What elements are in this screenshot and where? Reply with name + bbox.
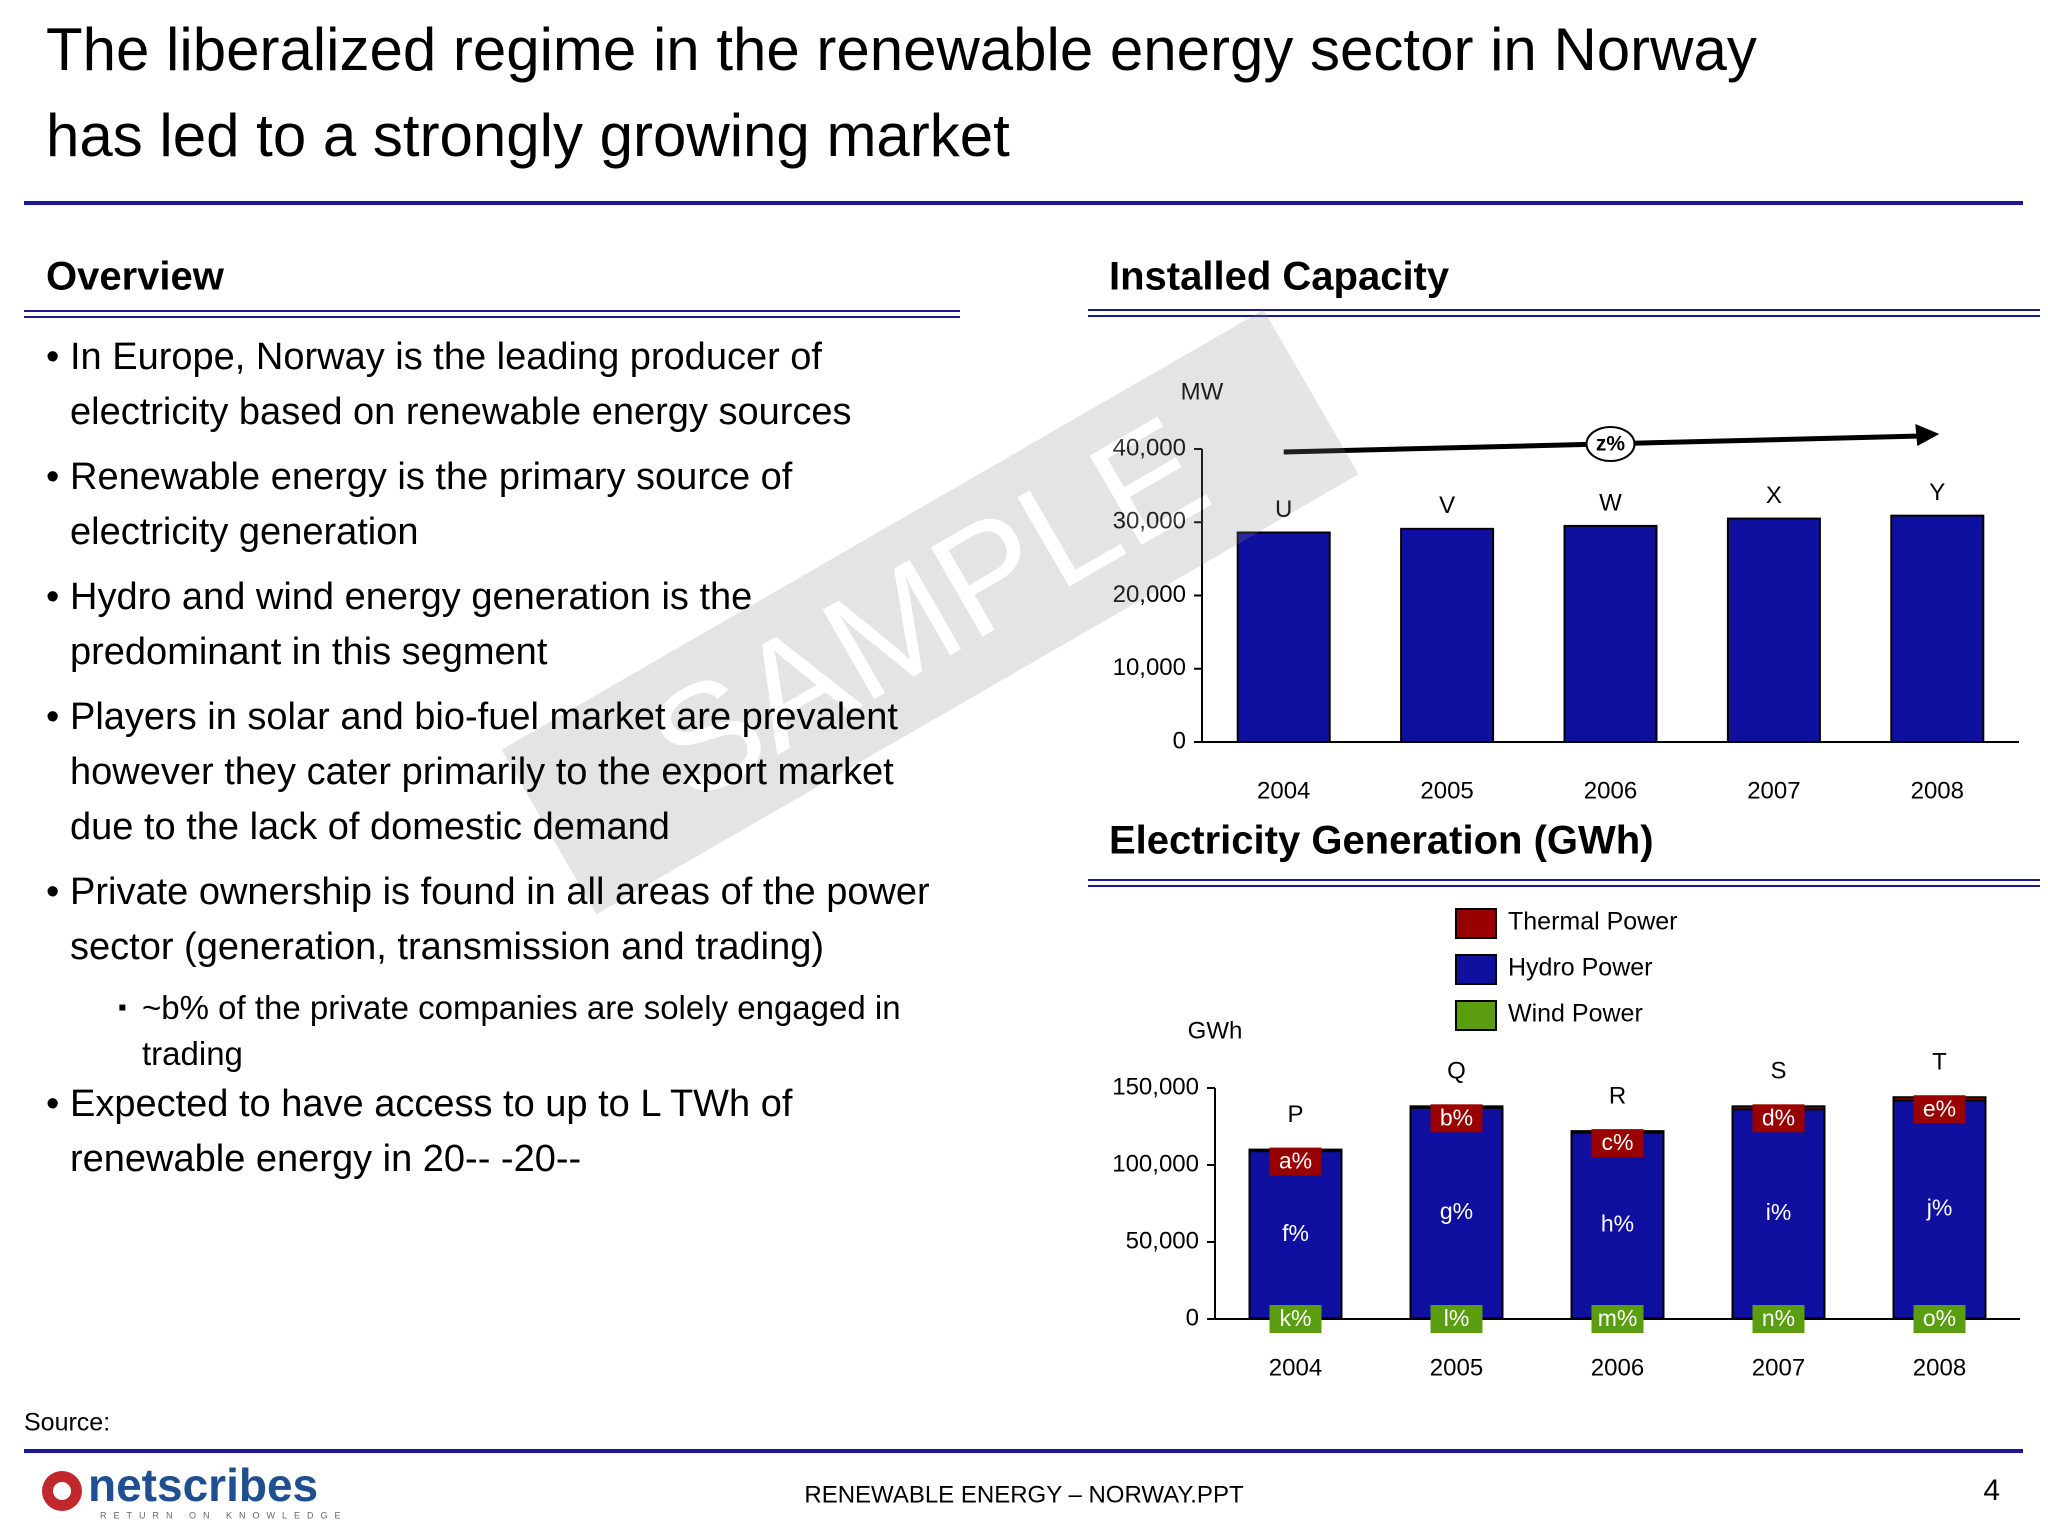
share-label: k% (1280, 1305, 1312, 1331)
share-label-box (1430, 1305, 1483, 1333)
bar-label: U (1275, 496, 1292, 523)
x-tick-label: 2008 (1913, 1354, 1966, 1381)
legend-swatch (1455, 954, 1497, 985)
y-tick-label: 20,000 (1113, 581, 1186, 608)
x-tick-label: 2004 (1257, 777, 1310, 804)
share-label: j% (1926, 1194, 1953, 1220)
y-axis-label: GWh (1188, 1017, 1243, 1044)
legend-label: Thermal Power (1508, 908, 1678, 936)
bullet: Players in solar and bio-fuel market are… (46, 690, 946, 855)
bar (1726, 517, 1821, 744)
bar-label: V (1439, 492, 1455, 519)
bullet: Hydro and wind energy generation is the … (46, 570, 946, 680)
y-tick-label: 50,000 (1126, 1227, 1199, 1254)
total-label: Q (1447, 1058, 1466, 1085)
chart-title: Electricity Generation (GWh) (1109, 819, 1654, 863)
bar (1890, 514, 1985, 743)
share-label-box (1430, 1104, 1483, 1133)
share-label: o% (1923, 1305, 1956, 1331)
bullet: Expected to have access to up to L TWh o… (46, 1077, 946, 1187)
legend-label: Hydro Power (1508, 954, 1653, 982)
legend-swatch (1455, 1000, 1497, 1031)
page-number: 4 (1983, 1474, 2000, 1507)
logo-tagline: RETURN ON KNOWLEDGE (100, 1510, 348, 1520)
legend-label: Wind Power (1508, 1000, 1643, 1028)
chart-title: Installed Capacity (1109, 255, 1450, 299)
total-label: T (1932, 1049, 1947, 1076)
x-tick-label: 2006 (1584, 777, 1637, 804)
x-tick-label: 2007 (1752, 1354, 1805, 1381)
y-tick-label: 0 (1186, 1304, 1199, 1331)
share-label: l% (1444, 1305, 1470, 1331)
y-axis-label: MW (1181, 378, 1224, 405)
share-label-box (1269, 1147, 1322, 1176)
y-tick-label: 30,000 (1113, 508, 1186, 535)
trend-badge (1585, 426, 1636, 462)
y-tick-label: 100,000 (1112, 1150, 1199, 1177)
share-label: f% (1282, 1220, 1309, 1246)
share-label: h% (1601, 1211, 1634, 1237)
logo: netscribes (88, 1459, 318, 1511)
bullet: Renewable energy is the primary source o… (46, 450, 946, 560)
share-label-box (1269, 1305, 1322, 1333)
y-tick-label: 40,000 (1113, 434, 1186, 461)
share-label: n% (1762, 1305, 1795, 1331)
title-line: has led to a strongly growing market (46, 102, 1010, 169)
share-label: c% (1602, 1129, 1634, 1155)
bar-segment (1248, 1150, 1343, 1320)
x-tick-label: 2005 (1420, 777, 1473, 804)
bar (1400, 527, 1495, 744)
share-label-box (1591, 1305, 1644, 1333)
bar-label: Y (1929, 479, 1945, 506)
share-label-box (1591, 1129, 1644, 1158)
sub-bullet: ~b% of the private companies are solely … (118, 985, 946, 1077)
source: Source: (24, 1409, 110, 1437)
share-label: a% (1279, 1148, 1312, 1174)
share-label: m% (1598, 1305, 1638, 1331)
share-label-box (1913, 1095, 1966, 1124)
share-label: d% (1762, 1104, 1795, 1130)
legend-swatch (1455, 908, 1497, 939)
share-label: b% (1440, 1104, 1473, 1130)
y-tick-label: 150,000 (1112, 1073, 1199, 1100)
bullet: Private ownership is found in all areas … (46, 865, 946, 975)
bullet: In Europe, Norway is the leading produce… (46, 330, 946, 440)
y-tick-label: 10,000 (1113, 654, 1186, 681)
share-label-box (1752, 1305, 1805, 1333)
bar (1236, 531, 1331, 743)
x-tick-label: 2004 (1269, 1354, 1322, 1381)
logo-icon (53, 1482, 71, 1500)
footer-title: RENEWABLE ENERGY – NORWAY.PPT (804, 1481, 1244, 1508)
x-tick-label: 2007 (1747, 777, 1800, 804)
bullet-list: In Europe, Norway is the leading produce… (46, 330, 946, 1197)
share-label-box (1752, 1104, 1805, 1133)
x-tick-label: 2008 (1911, 777, 1964, 804)
total-label: P (1287, 1101, 1303, 1128)
bar-label: X (1766, 482, 1782, 509)
arrow-head (1915, 424, 1940, 446)
x-tick-label: 2005 (1430, 1354, 1483, 1381)
bar (1563, 524, 1658, 743)
y-tick-label: 0 (1173, 727, 1186, 754)
share-label: g% (1440, 1198, 1473, 1224)
section-heading: Overview (46, 255, 225, 299)
share-label: e% (1923, 1095, 1956, 1121)
share-label: i% (1766, 1199, 1792, 1225)
bar-label: W (1599, 489, 1622, 516)
x-tick-label: 2006 (1591, 1354, 1644, 1381)
share-label-box (1913, 1305, 1966, 1333)
total-label: R (1609, 1082, 1626, 1109)
title-line: The liberalized regime in the renewable … (46, 16, 1757, 83)
total-label: S (1770, 1058, 1786, 1085)
trend-label: z% (1596, 433, 1626, 456)
